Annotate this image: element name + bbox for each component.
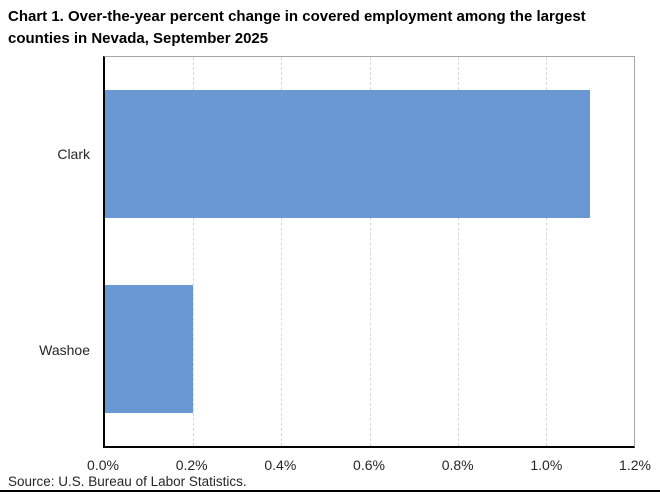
bar-washoe	[105, 284, 194, 413]
chart-title-line1: Chart 1. Over-the-year percent change in…	[8, 8, 586, 25]
source-note: Source: U.S. Bureau of Labor Statistics.	[8, 474, 247, 489]
bar-band-clark	[105, 57, 634, 252]
plot-area	[103, 56, 635, 448]
bars-layer	[105, 57, 634, 446]
x-tick-label-1-2-: 1.2%	[619, 457, 651, 473]
gridline	[545, 57, 547, 446]
bottom-divider	[0, 490, 660, 492]
y-axis-labels: Clark Washoe	[0, 56, 90, 448]
gridline	[193, 57, 195, 446]
gridline	[369, 57, 371, 446]
gridline	[281, 57, 283, 446]
x-tick-label-1-0-: 1.0%	[530, 457, 563, 473]
x-tick-label-0-8-: 0.8%	[441, 457, 474, 473]
chart-title: Chart 1. Over-the-year percent change in…	[8, 6, 656, 50]
bar-band-washoe	[105, 252, 634, 447]
x-tick-label-0-4-: 0.4%	[264, 457, 297, 473]
gridline	[457, 57, 459, 446]
plot-inner	[105, 57, 634, 446]
x-axis-labels: 0.0% 0.2% 0.4% 0.6% 0.8% 1.0% 1.2%	[87, 457, 651, 475]
y-axis-label-washoe: Washoe	[39, 342, 90, 358]
chart-title-line2: counties in Nevada, September 2025	[8, 30, 269, 47]
x-tick-label-0-2-: 0.2%	[175, 457, 208, 473]
y-axis-label-clark: Clark	[57, 146, 90, 162]
x-tick-label-0-0-: 0.0%	[87, 457, 119, 473]
bar-clark	[105, 90, 590, 219]
x-tick-label-0-6-: 0.6%	[353, 457, 385, 473]
